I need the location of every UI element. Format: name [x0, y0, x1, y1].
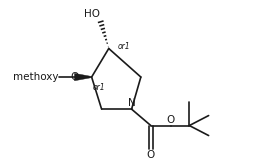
Text: or1: or1 [117, 42, 130, 51]
Text: O: O [70, 72, 79, 82]
Text: O: O [167, 115, 175, 125]
Polygon shape [75, 73, 92, 81]
Text: N: N [128, 98, 135, 108]
Text: HO: HO [84, 9, 100, 19]
Text: O: O [147, 150, 155, 160]
Text: or1: or1 [93, 83, 106, 92]
Text: methoxy: methoxy [13, 72, 58, 82]
